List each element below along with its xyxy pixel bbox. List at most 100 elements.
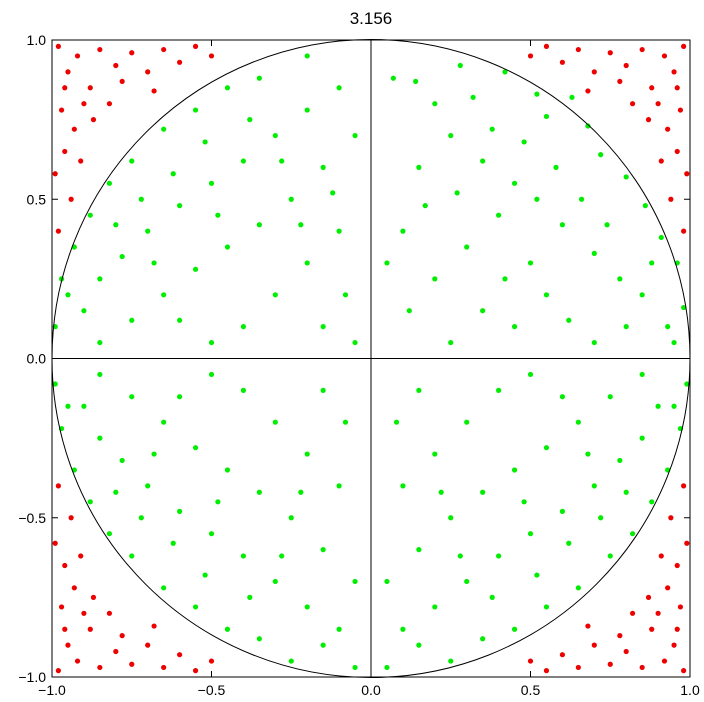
data-point <box>202 572 208 578</box>
data-point <box>247 117 253 123</box>
data-point <box>617 457 623 464</box>
data-point <box>543 43 550 49</box>
data-point <box>97 46 103 53</box>
data-point <box>78 553 84 559</box>
data-point <box>320 642 326 648</box>
data-point <box>81 101 87 107</box>
data-point <box>304 451 310 457</box>
data-point <box>591 69 597 75</box>
data-point <box>342 419 349 425</box>
data-point <box>279 158 285 164</box>
y-tick-label: −1.0 <box>18 669 46 685</box>
data-point <box>272 578 278 585</box>
data-point <box>543 292 550 298</box>
data-point <box>113 222 119 228</box>
data-point <box>591 339 597 346</box>
x-tick-label: 0.0 <box>361 682 381 698</box>
data-point <box>90 117 97 123</box>
data-point <box>161 46 167 53</box>
data-point <box>62 562 68 569</box>
data-point <box>480 489 486 495</box>
data-point <box>336 483 342 489</box>
data-point <box>336 228 342 234</box>
data-point <box>129 661 135 667</box>
data-point <box>511 324 518 330</box>
data-point <box>413 78 419 85</box>
data-point <box>432 276 438 282</box>
data-point <box>87 212 93 218</box>
data-point <box>464 578 470 585</box>
data-point <box>649 85 655 91</box>
data-point <box>320 387 326 393</box>
data-point <box>511 467 518 473</box>
data-point <box>192 668 199 674</box>
data-point <box>645 117 652 123</box>
data-point <box>215 499 221 505</box>
data-point <box>559 222 566 228</box>
data-point <box>304 260 310 266</box>
data-point <box>279 553 285 559</box>
data-point <box>97 371 103 378</box>
data-point <box>145 483 151 489</box>
data-point <box>639 46 645 53</box>
data-point <box>658 158 664 164</box>
data-point <box>81 403 87 409</box>
data-point <box>55 483 61 489</box>
data-point <box>496 553 502 559</box>
data-point <box>649 626 655 632</box>
data-point <box>681 668 687 674</box>
data-point <box>65 69 71 75</box>
data-point <box>681 228 687 234</box>
data-point <box>645 594 652 600</box>
data-point <box>674 85 680 91</box>
data-point <box>422 203 428 209</box>
ticks-layer: −1.0 −0.5 0.0 0.5 1.0 1.0 0.5 0.0 −0.5 −1.0 <box>18 32 700 698</box>
data-point <box>464 419 470 425</box>
data-point <box>113 489 119 495</box>
data-point <box>639 435 645 441</box>
data-point <box>177 508 183 514</box>
data-point <box>674 626 680 632</box>
data-point <box>684 171 690 177</box>
data-point <box>52 381 58 387</box>
data-point <box>208 371 215 378</box>
data-point <box>106 610 113 616</box>
data-point <box>62 85 68 91</box>
data-point <box>569 94 575 100</box>
data-point <box>400 483 406 489</box>
data-point <box>502 276 508 282</box>
data-point <box>665 585 671 591</box>
data-point <box>240 324 246 330</box>
data-point <box>52 540 58 546</box>
data-point <box>674 562 680 569</box>
data-point <box>448 515 454 521</box>
data-point <box>97 664 103 671</box>
data-point <box>416 164 422 170</box>
data-point <box>256 75 262 81</box>
data-point <box>177 652 183 658</box>
data-point <box>543 668 550 674</box>
data-point <box>145 69 151 75</box>
data-point <box>151 88 157 94</box>
data-point <box>81 308 87 314</box>
data-point <box>352 578 358 585</box>
data-point <box>208 53 215 59</box>
data-point <box>97 339 103 346</box>
data-point <box>208 531 215 537</box>
data-point <box>352 339 358 346</box>
data-point <box>384 578 390 585</box>
data-point <box>106 101 113 107</box>
data-point <box>65 403 71 409</box>
data-point <box>55 228 61 234</box>
data-point <box>604 222 610 228</box>
data-point <box>448 658 454 664</box>
data-point <box>585 88 591 94</box>
data-point <box>534 572 540 578</box>
data-point <box>655 403 661 409</box>
data-point <box>623 648 629 655</box>
data-point <box>521 139 527 145</box>
data-point <box>511 626 518 632</box>
data-point <box>224 244 231 250</box>
data-point <box>87 626 93 632</box>
